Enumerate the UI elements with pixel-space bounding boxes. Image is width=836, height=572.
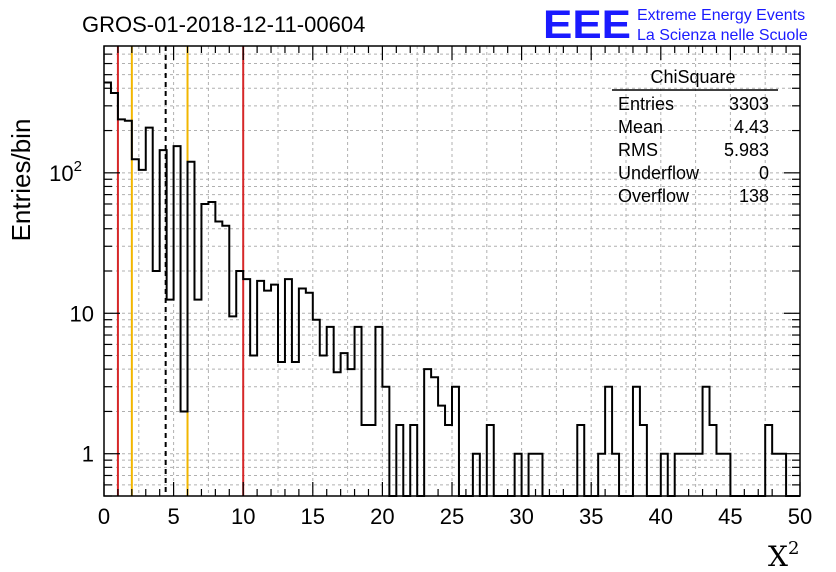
y-axis-label: Entries/bin — [6, 119, 36, 242]
y-tick-label-exponent: 2 — [74, 158, 82, 175]
x-tick-label: 15 — [301, 504, 325, 529]
x-tick-label: 0 — [98, 504, 110, 529]
x-tick-label: 10 — [231, 504, 255, 529]
axis-ticks — [103, 46, 801, 497]
stats-label-rms: RMS — [618, 140, 658, 160]
stats-label-overflow: Overflow — [618, 186, 690, 206]
stats-box: ChiSquare Entries 3303 Mean 4.43 RMS 5.9… — [612, 67, 778, 206]
stats-value-underflow: 0 — [759, 163, 769, 183]
stats-title: ChiSquare — [650, 67, 735, 87]
stats-value-overflow: 138 — [739, 186, 769, 206]
stats-label-entries: Entries — [618, 94, 674, 114]
x-tick-labels: 0 5 10 15 20 25 30 35 40 45 50 — [98, 504, 812, 529]
x-tick-label: 5 — [167, 504, 179, 529]
stats-label-underflow: Underflow — [618, 163, 700, 183]
x-tick-label: 30 — [509, 504, 533, 529]
stats-value-rms: 5.983 — [724, 140, 769, 160]
x-tick-label: 25 — [440, 504, 464, 529]
x-tick-label: 45 — [718, 504, 742, 529]
logo-mark: EEE — [543, 3, 631, 47]
stats-value-entries: 3303 — [729, 94, 769, 114]
chart-title: GROS-01-2018-12-11-00604 — [82, 12, 365, 37]
histogram-series — [104, 81, 800, 497]
x-tick-label: 20 — [370, 504, 394, 529]
logo-line-1: Extreme Energy Events — [637, 7, 805, 24]
x-axis-label: X2 — [768, 538, 799, 572]
x-tick-label: 50 — [788, 504, 812, 529]
stats-value-mean: 4.43 — [734, 117, 769, 137]
eee-logo: EEE Extreme Energy Events La Scienza nel… — [543, 3, 808, 47]
stats-label-mean: Mean — [618, 117, 663, 137]
y-tick-label: 102 — [49, 158, 82, 186]
y-tick-label: 1 — [82, 442, 94, 467]
logo-line-2: La Scienza nelle Scuole — [637, 27, 808, 44]
x-tick-label: 35 — [579, 504, 603, 529]
grid-lines — [104, 46, 800, 496]
y-tick-label: 10 — [70, 301, 94, 326]
x-tick-label: 40 — [649, 504, 673, 529]
y-tick-labels: 1 10 102 — [49, 158, 94, 467]
